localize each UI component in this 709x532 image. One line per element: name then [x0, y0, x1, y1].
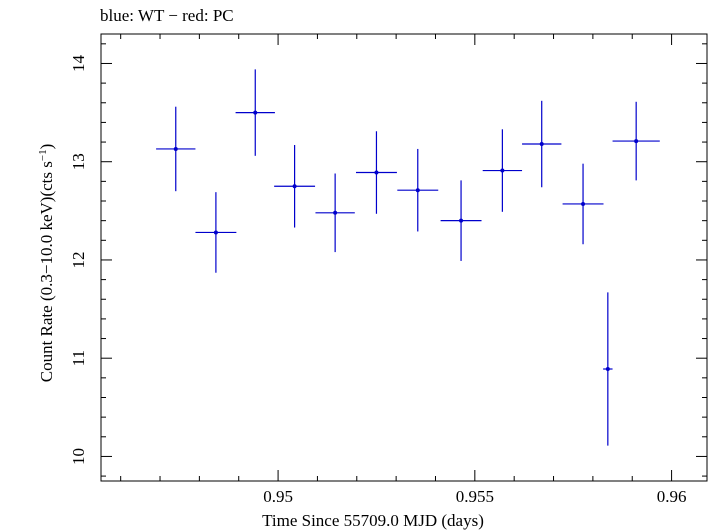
x-tick-label: 0.96: [657, 487, 687, 506]
y-axis-label-main: Count Rate (0.3−10.0 keV)(cts s: [37, 161, 56, 382]
data-point-wt: [156, 106, 196, 192]
plot-frame: [100, 33, 708, 482]
x-tick-label: 0.95: [263, 487, 293, 506]
data-point-wt: [397, 148, 439, 232]
y-axis-label-close: ): [37, 144, 56, 150]
x-axis-label: Time Since 55709.0 MJD (days): [262, 511, 484, 530]
data-marker: [333, 210, 338, 215]
data-marker: [605, 367, 610, 372]
y-tick-label: 11: [69, 350, 88, 366]
y-tick-labels: 10 11 12 13 14: [69, 54, 88, 464]
y-tick-label: 14: [69, 54, 88, 72]
y-tick-label: 12: [69, 251, 88, 268]
axis-ticks: [101, 34, 707, 481]
data-point-wt: [482, 129, 523, 212]
data-point-wt: [562, 163, 604, 245]
data-point-wt: [355, 131, 397, 214]
data-point-wt: [274, 145, 316, 228]
data-marker: [213, 230, 218, 235]
data-point-wt: [195, 192, 237, 273]
y-tick-label: 10: [69, 448, 88, 465]
data-marker: [581, 201, 586, 206]
data-marker: [539, 142, 544, 147]
data-points: [156, 69, 660, 446]
chart-title: blue: WT − red: PC: [100, 6, 234, 25]
y-axis-label-superscript: −1: [37, 149, 49, 161]
data-point-wt: [235, 69, 275, 156]
data-point-wt: [603, 292, 613, 446]
data-point-wt: [440, 180, 482, 261]
data-point-wt: [612, 101, 660, 181]
data-point-wt: [522, 100, 562, 188]
data-marker: [415, 188, 420, 193]
y-axis-label: Count Rate (0.3−10.0 keV)(cts s−1): [37, 144, 56, 383]
data-marker: [173, 146, 178, 151]
data-marker: [292, 184, 297, 189]
data-marker: [634, 139, 639, 144]
x-tick-labels: 0.95 0.955 0.96: [263, 487, 686, 506]
y-tick-label: 13: [69, 153, 88, 170]
data-point-wt: [315, 173, 355, 253]
x-tick-label: 0.955: [456, 487, 494, 506]
data-marker: [500, 168, 505, 173]
data-marker: [459, 218, 464, 223]
data-marker: [253, 110, 258, 115]
data-marker: [374, 170, 379, 175]
